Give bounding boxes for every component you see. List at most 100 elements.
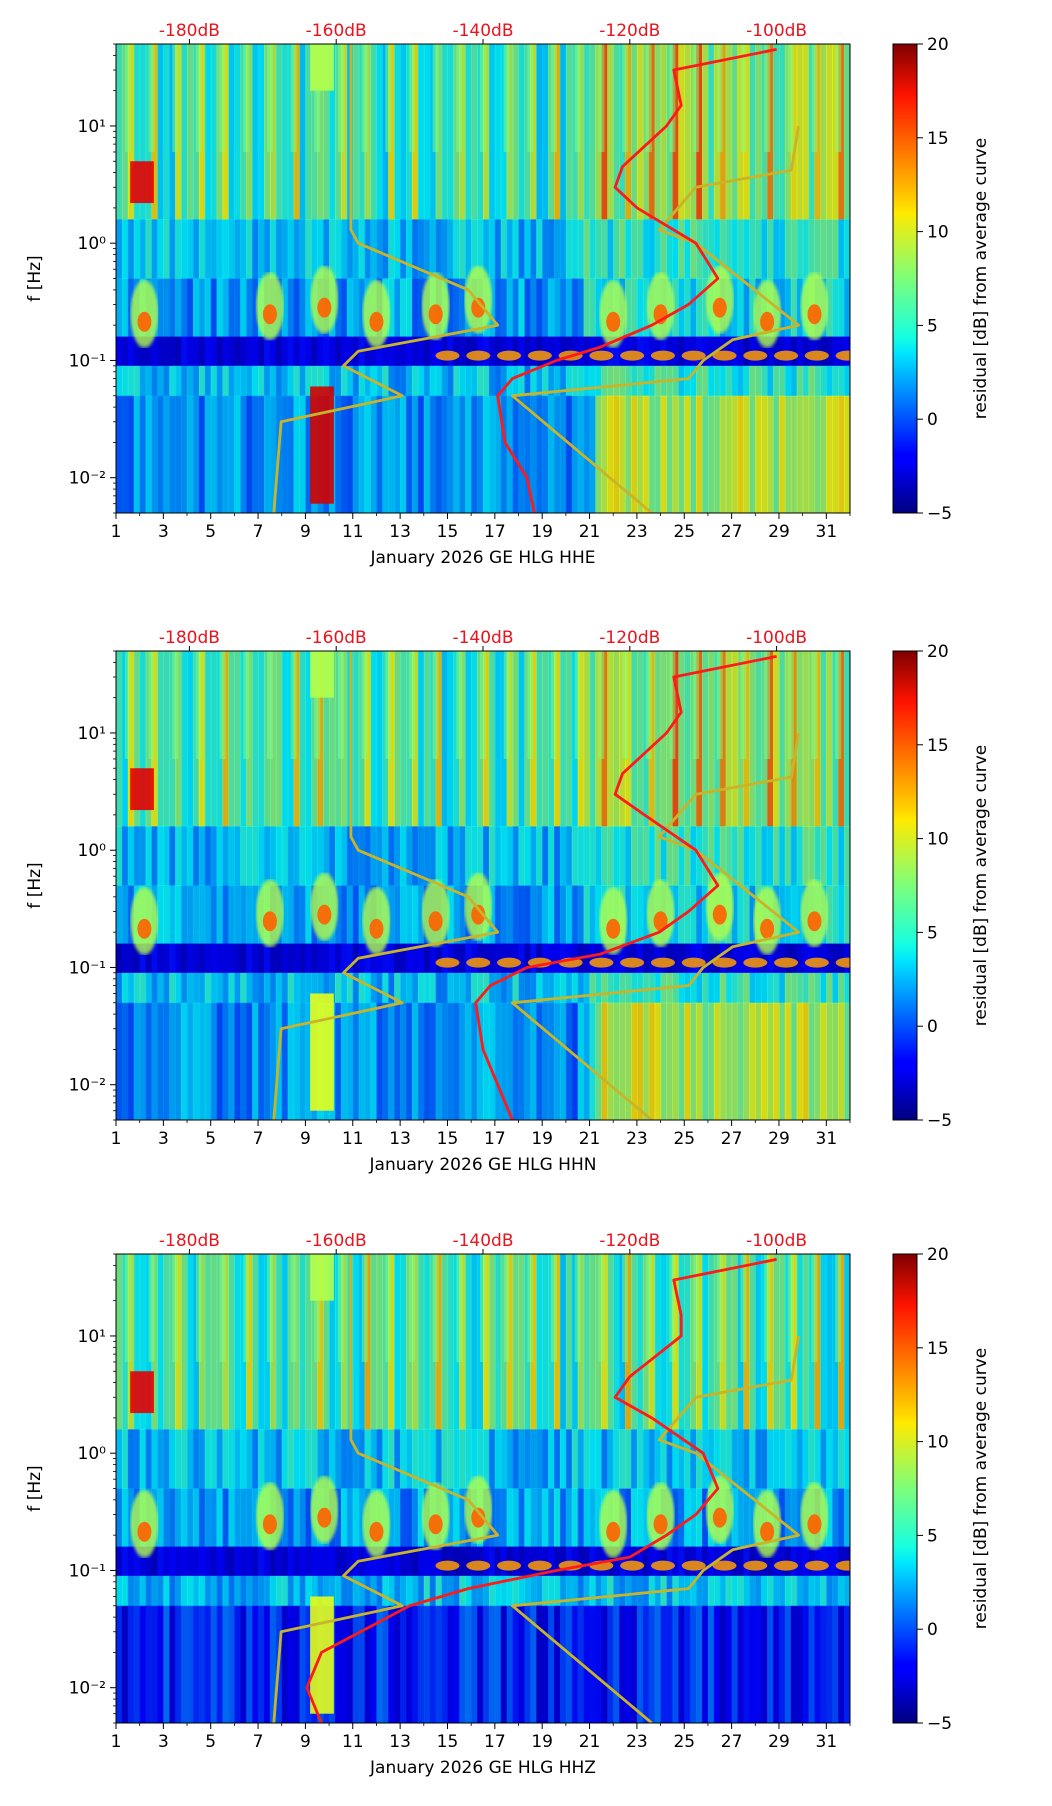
colorbar-gradient [892,650,918,1121]
spectrogram-image [116,651,850,1120]
high-noise-model-curve [511,1335,800,1723]
top-db-label: -140dB [452,628,513,648]
x-tick-label: 25 [673,1732,695,1752]
low-noise-model-curve [272,651,500,1120]
x-tick-label: 9 [300,1129,311,1149]
colorbar-tick-label: 20 [927,642,949,662]
x-axis-label: January 2026 GE HLG HHE [370,548,596,568]
colorbar: −5 0 5 10 15 20 residual [dB] from average cur… [892,1245,991,1734]
x-tick-label: 19 [531,522,553,542]
x-axis-label: January 2026 GE HLG HHN [369,1155,597,1175]
x-tick-label: 19 [531,1129,553,1149]
top-db-axis: -180dB -160dB -140dB -120dB -100dB [159,628,807,651]
colorbar-tick-label: 20 [927,1245,949,1265]
colorbar-label: residual [dB] from average curve [971,138,991,419]
x-tick-label: 7 [253,1732,264,1752]
x-tick-label: 27 [721,522,743,542]
x-tick-label: 21 [579,1129,601,1149]
colorbar-label: residual [dB] from average curve [971,1348,991,1629]
x-tick-label: 11 [342,522,364,542]
top-db-label: -180dB [159,628,220,648]
top-db-label: -120dB [599,21,660,41]
top-db-label: -160dB [306,21,367,41]
colorbar: −5 0 5 10 15 20 residual [dB] from average cur… [892,642,991,1131]
x-tick-label: 21 [579,1732,601,1752]
x-tick-label: 5 [205,1732,216,1752]
x-tick-label: 17 [484,1732,506,1752]
x-tick-label: 5 [205,522,216,542]
y-tick-label: 10⁰ [78,234,107,254]
top-db-label: -160dB [306,628,367,648]
y-tick-label: 10⁰ [78,841,107,861]
high-noise-model-curve [511,732,800,1120]
colorbar-label: residual [dB] from average curve [971,745,991,1026]
colorbar-tick-label: 10 [927,830,949,850]
x-tick-label: 1 [111,1129,122,1149]
x-tick-label: 5 [205,1129,216,1149]
x-tick-label: 15 [437,1129,459,1149]
top-db-label: -100dB [746,1231,807,1251]
x-tick-label: 21 [579,522,601,542]
x-tick-label: 7 [253,1129,264,1149]
y-axis: 10⁻² 10⁻¹ 10⁰ 10¹ f [Hz] [25,1253,116,1724]
x-tick-label: 25 [673,522,695,542]
colorbar-tick-label: 0 [927,1620,938,1640]
x-tick-label: 9 [300,522,311,542]
colorbar-tick-label: 10 [927,1433,949,1453]
y-axis-label: f [Hz] [25,255,45,301]
y-tick-label: 10¹ [78,117,106,137]
colorbar-tick-label: −5 [927,1714,952,1734]
top-db-label: -140dB [452,1231,513,1251]
x-tick-label: 19 [531,1732,553,1752]
x-tick-label: 17 [484,1129,506,1149]
colorbar-tick-label: 15 [927,129,949,149]
x-tick-label: 27 [721,1129,743,1149]
top-db-label: -120dB [599,1231,660,1251]
x-tick-label: 1 [111,522,122,542]
colorbar: −5 0 5 10 15 20 residual [dB] from average cur… [892,35,991,524]
y-axis-label: f [Hz] [25,1465,45,1511]
x-tick-label: 15 [437,522,459,542]
x-tick-label: 29 [768,1732,790,1752]
y-tick-label: 10⁻¹ [69,1561,106,1581]
top-db-label: -160dB [306,1231,367,1251]
x-tick-label: 13 [389,522,411,542]
x-tick-label: 13 [389,1129,411,1149]
top-db-label: -180dB [159,1231,220,1251]
x-tick-label: 13 [389,1732,411,1752]
x-tick-label: 3 [158,522,169,542]
x-tick-label: 29 [768,1129,790,1149]
colorbar-tick-label: 15 [927,736,949,756]
spectrogram-image [116,44,850,513]
x-tick-label: 23 [626,1732,648,1752]
y-tick-label: 10¹ [78,724,106,744]
x-tick-label: 31 [816,522,838,542]
top-db-label: -140dB [452,21,513,41]
high-noise-model-curve [511,125,800,513]
y-tick-label: 10¹ [78,1327,106,1347]
colorbar-tick-label: 15 [927,1339,949,1359]
x-tick-label: 15 [437,1732,459,1752]
x-tick-label: 23 [626,522,648,542]
average-psd-curve [305,1258,777,1723]
x-tick-label: 7 [253,522,264,542]
y-tick-label: 10⁻¹ [69,351,106,371]
average-psd-curve [474,655,777,1120]
y-tick-label: 10⁻² [69,469,106,489]
top-db-axis: -180dB -160dB -140dB -120dB -100dB [159,21,807,44]
low-noise-model-curve [272,44,500,513]
x-tick-label: 31 [816,1732,838,1752]
y-tick-label: 10⁻² [69,1679,106,1699]
top-db-label: -180dB [159,21,220,41]
low-noise-model-curve [272,1254,500,1723]
x-tick-label: 23 [626,1129,648,1149]
colorbar-gradient [892,1253,918,1724]
average-psd-curve [496,48,777,513]
